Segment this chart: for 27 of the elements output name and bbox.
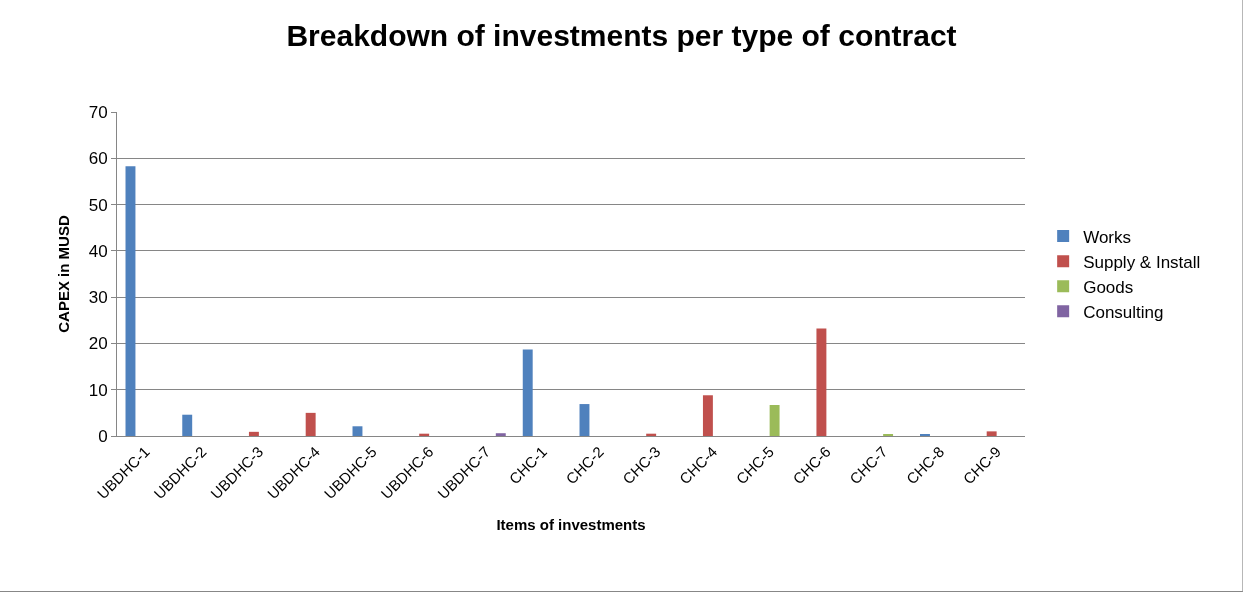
y-axis-title: CAPEX in MUSD xyxy=(54,215,72,333)
bar xyxy=(769,404,780,436)
legend-label: Supply & Install xyxy=(1083,252,1201,272)
bar xyxy=(352,426,363,436)
bar xyxy=(125,166,136,436)
y-tick-label: 50 xyxy=(88,195,108,215)
x-axis-title: Items of investments xyxy=(496,516,646,534)
bar xyxy=(522,349,533,436)
bar xyxy=(816,328,827,436)
legend-label: Consulting xyxy=(1083,302,1164,322)
bar xyxy=(702,395,713,436)
bar xyxy=(248,431,259,436)
y-tick-label: 70 xyxy=(88,102,108,122)
bar xyxy=(305,412,316,436)
y-tick-label: 30 xyxy=(88,288,108,308)
bar xyxy=(986,431,997,436)
legend-label: Works xyxy=(1083,227,1132,247)
y-tick-label: 60 xyxy=(88,149,108,169)
y-tick-label: 0 xyxy=(98,426,108,446)
legend-label: Goods xyxy=(1083,277,1134,297)
y-tick-label: 20 xyxy=(88,334,108,354)
bar xyxy=(579,404,590,436)
y-tick-label: 40 xyxy=(88,241,108,261)
chart-title: Breakdown of investments per type of contract xyxy=(286,19,957,53)
y-tick-label: 10 xyxy=(88,380,108,400)
bar xyxy=(495,433,506,436)
bar xyxy=(182,414,193,436)
